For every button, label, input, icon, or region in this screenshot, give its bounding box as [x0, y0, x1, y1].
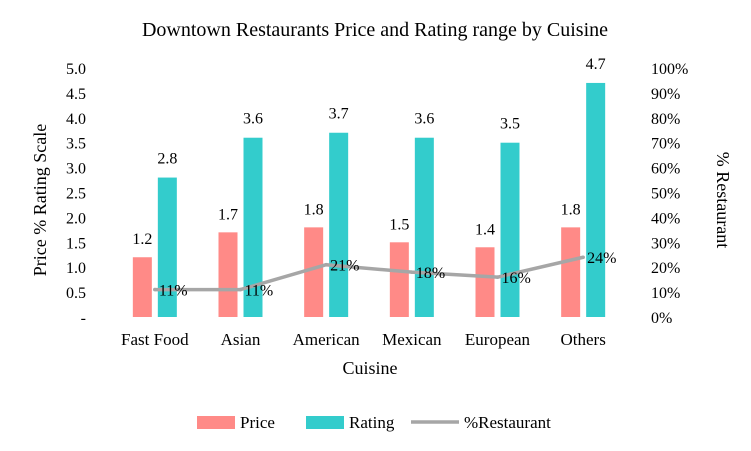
price-bar — [475, 247, 495, 317]
category-label: Others — [561, 330, 606, 349]
y2-tick-label: 0% — [651, 310, 672, 327]
category-label: Fast Food — [121, 330, 189, 349]
category-label: Mexican — [382, 330, 442, 349]
y-tick-label: 4.0 — [66, 111, 86, 128]
restaurant-point — [324, 262, 328, 267]
price-bar — [218, 232, 238, 317]
restaurant-data-label: 18% — [416, 265, 445, 282]
rating-bar — [500, 142, 520, 317]
price-bar — [132, 257, 152, 317]
y2-axis-title: % Restaurant — [713, 152, 733, 248]
rating-bar — [243, 137, 263, 317]
y2-tick-label: 90% — [651, 86, 680, 103]
price-data-label: 1.8 — [561, 201, 581, 218]
data-labels: 1.2 2.8 1.7 3.6 1.8 3.7 1.5 3.6 1.4 3.5 1.8 4.7 11% 1… — [132, 56, 616, 300]
restaurant-point — [495, 275, 500, 279]
y2-tick-label: 70% — [651, 136, 680, 153]
price-data-label: 1.4 — [475, 221, 495, 238]
restaurant-point — [153, 287, 157, 292]
rating-data-label: 4.7 — [586, 56, 606, 73]
price-data-label: 1.5 — [389, 216, 409, 233]
y2-tick-label: 60% — [651, 161, 680, 178]
y-tick-label: 3.0 — [66, 161, 86, 178]
x-axis-title: Cuisine — [342, 358, 397, 378]
rating-data-label: 3.5 — [500, 116, 520, 133]
y2-tick-label: 20% — [651, 260, 680, 277]
restaurant-line — [154, 255, 584, 292]
y-tick-label: 0.5 — [66, 285, 86, 302]
rating-data-label: 3.6 — [414, 111, 434, 128]
restaurant-data-label: 24% — [587, 250, 616, 267]
chart-title: Downtown Restaurants Price and Rating ra… — [142, 19, 608, 41]
rating-data-label: 3.7 — [329, 106, 349, 123]
restaurant-point — [581, 255, 585, 260]
price-bars — [132, 227, 581, 317]
y2-tick-label: 40% — [651, 210, 680, 227]
y-tick-label: 3.5 — [66, 136, 86, 153]
restaurant-data-label: 11% — [159, 283, 188, 300]
rating-bar — [586, 82, 606, 317]
y2-tick-label: 30% — [651, 235, 680, 252]
restaurant-data-label: 16% — [502, 270, 531, 287]
legend-label: Price — [240, 413, 275, 432]
y-tick-label: - — [81, 310, 86, 327]
price-bar — [304, 227, 324, 317]
category-label: European — [465, 330, 531, 349]
y-tick-label: 4.5 — [66, 86, 86, 103]
rating-bar — [329, 132, 349, 317]
right-axis-ticks: 0% 10% 20% 30% 40% 50% 60% 70% 80% 90% 100% — [651, 61, 688, 327]
y-tick-label: 1.5 — [66, 235, 86, 252]
legend: Price Rating %Restaurant — [197, 413, 551, 432]
y-tick-label: 1.0 — [66, 260, 86, 277]
rating-bar — [157, 177, 177, 317]
rating-bar — [414, 137, 434, 317]
restaurant-data-label: 11% — [245, 283, 274, 300]
legend-swatch — [197, 416, 235, 429]
price-bar — [389, 242, 409, 317]
rating-data-label: 2.8 — [157, 151, 177, 168]
price-data-label: 1.7 — [218, 206, 238, 223]
y-axis-title: Price % Rating Scale — [30, 124, 50, 276]
restaurant-point — [238, 287, 243, 292]
legend-swatch — [306, 416, 344, 429]
rating-data-label: 3.6 — [243, 111, 263, 128]
price-bar — [561, 227, 581, 317]
legend-label: %Restaurant — [464, 413, 551, 432]
price-data-label: 1.8 — [304, 201, 324, 218]
category-label: American — [293, 330, 361, 349]
y-tick-label: 5.0 — [66, 61, 86, 78]
y2-tick-label: 10% — [651, 285, 680, 302]
y2-tick-label: 80% — [651, 111, 680, 128]
restaurant-data-label: 21% — [330, 258, 359, 275]
y2-tick-label: 50% — [651, 186, 680, 203]
left-axis-ticks: - 0.5 1.0 1.5 2.0 2.5 3.0 3.5 4.0 4.5 5.0 — [66, 61, 86, 327]
category-label: Asian — [221, 330, 261, 349]
y-tick-label: 2.5 — [66, 186, 86, 203]
restaurant-point — [410, 270, 414, 274]
y2-tick-label: 100% — [651, 61, 688, 78]
restaurant-line-group — [153, 255, 585, 292]
category-labels: Fast Food Asian American Mexican European Oth… — [121, 330, 606, 349]
legend-label: Rating — [349, 413, 395, 432]
y-tick-label: 2.0 — [66, 210, 86, 227]
price-data-label: 1.2 — [132, 231, 152, 248]
